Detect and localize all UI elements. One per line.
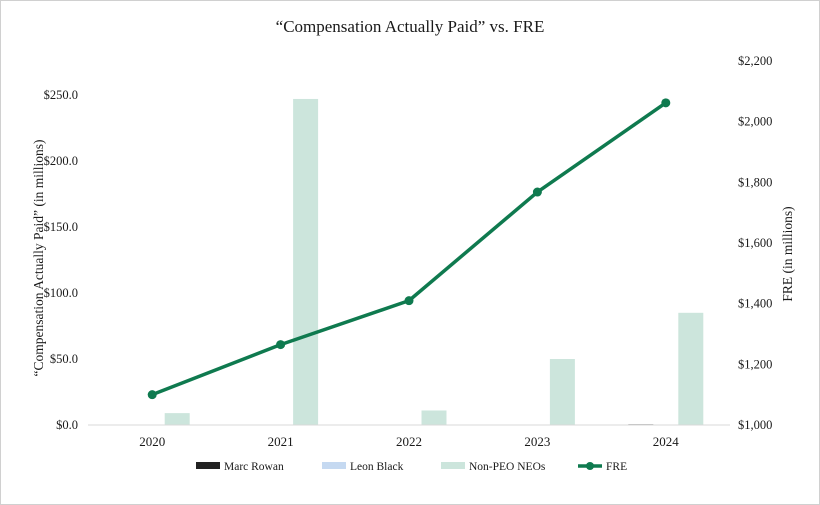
bars-layer — [164, 98, 704, 426]
non-peo-neos-bar — [293, 98, 319, 426]
right-tick-label: $1,400 — [738, 297, 772, 311]
fre-line — [151, 101, 667, 397]
fre-point — [661, 98, 671, 108]
non-peo-neos-bar — [421, 410, 447, 425]
left-tick-label: $0.0 — [56, 418, 78, 432]
fre-legend-label: FRE — [606, 461, 627, 473]
non-peo-neos-bar — [678, 312, 704, 425]
x-tick-labels: 2020 2021 2022 2023 2024 — [139, 434, 679, 449]
left-axis-label: “Compensation Actually Paid” (in million… — [31, 140, 46, 377]
right-tick-label: $2,000 — [738, 115, 772, 129]
fre-point — [276, 340, 286, 350]
left-tick-label: $250.0 — [44, 88, 78, 102]
x-tick-label: 2021 — [268, 434, 294, 449]
left-tick-labels: $0.0 $50.0 $100.0 $150.0 $200.0 $250.0 — [44, 88, 78, 432]
x-tick-label: 2020 — [139, 434, 165, 449]
left-tick-label: $200.0 — [44, 154, 78, 168]
right-axis-label: FRE (in millions) — [780, 206, 795, 301]
fre-point — [532, 187, 542, 197]
non-peo-neos-legend-label: Non-PEO NEOs — [469, 461, 546, 473]
left-tick-label: $50.0 — [50, 352, 78, 366]
legend: Marc Rowan Leon Black Non-PEO NEOs FRE — [196, 461, 627, 473]
right-tick-label: $1,600 — [738, 236, 772, 250]
left-tick-label: $150.0 — [44, 220, 78, 234]
fre-line-layer — [147, 98, 671, 400]
fre-legend-marker — [586, 462, 594, 470]
leon-black-legend-swatch — [322, 462, 346, 469]
x-tick-label: 2024 — [653, 434, 680, 449]
left-tick-label: $100.0 — [44, 286, 78, 300]
right-tick-labels: $1,000 $1,200 $1,400 $1,600 $1,800 $2,000 $2,2… — [738, 54, 772, 432]
x-tick-label: 2023 — [524, 434, 550, 449]
right-tick-label: $1,800 — [738, 175, 772, 189]
fre-point — [404, 296, 414, 306]
marc-rowan-legend-swatch — [196, 462, 220, 469]
x-tick-label: 2022 — [396, 434, 422, 449]
right-tick-label: $1,200 — [738, 357, 772, 371]
marc-rowan-legend-label: Marc Rowan — [224, 461, 284, 473]
non-peo-neos-legend-swatch — [441, 462, 465, 469]
fre-point — [147, 390, 157, 400]
chart-title: “Compensation Actually Paid” vs. FRE — [276, 17, 545, 36]
right-tick-label: $2,200 — [738, 54, 772, 68]
right-tick-label: $1,000 — [738, 418, 772, 432]
non-peo-neos-bar — [164, 413, 190, 425]
leon-black-legend-label: Leon Black — [350, 461, 404, 473]
non-peo-neos-bar — [549, 359, 575, 425]
